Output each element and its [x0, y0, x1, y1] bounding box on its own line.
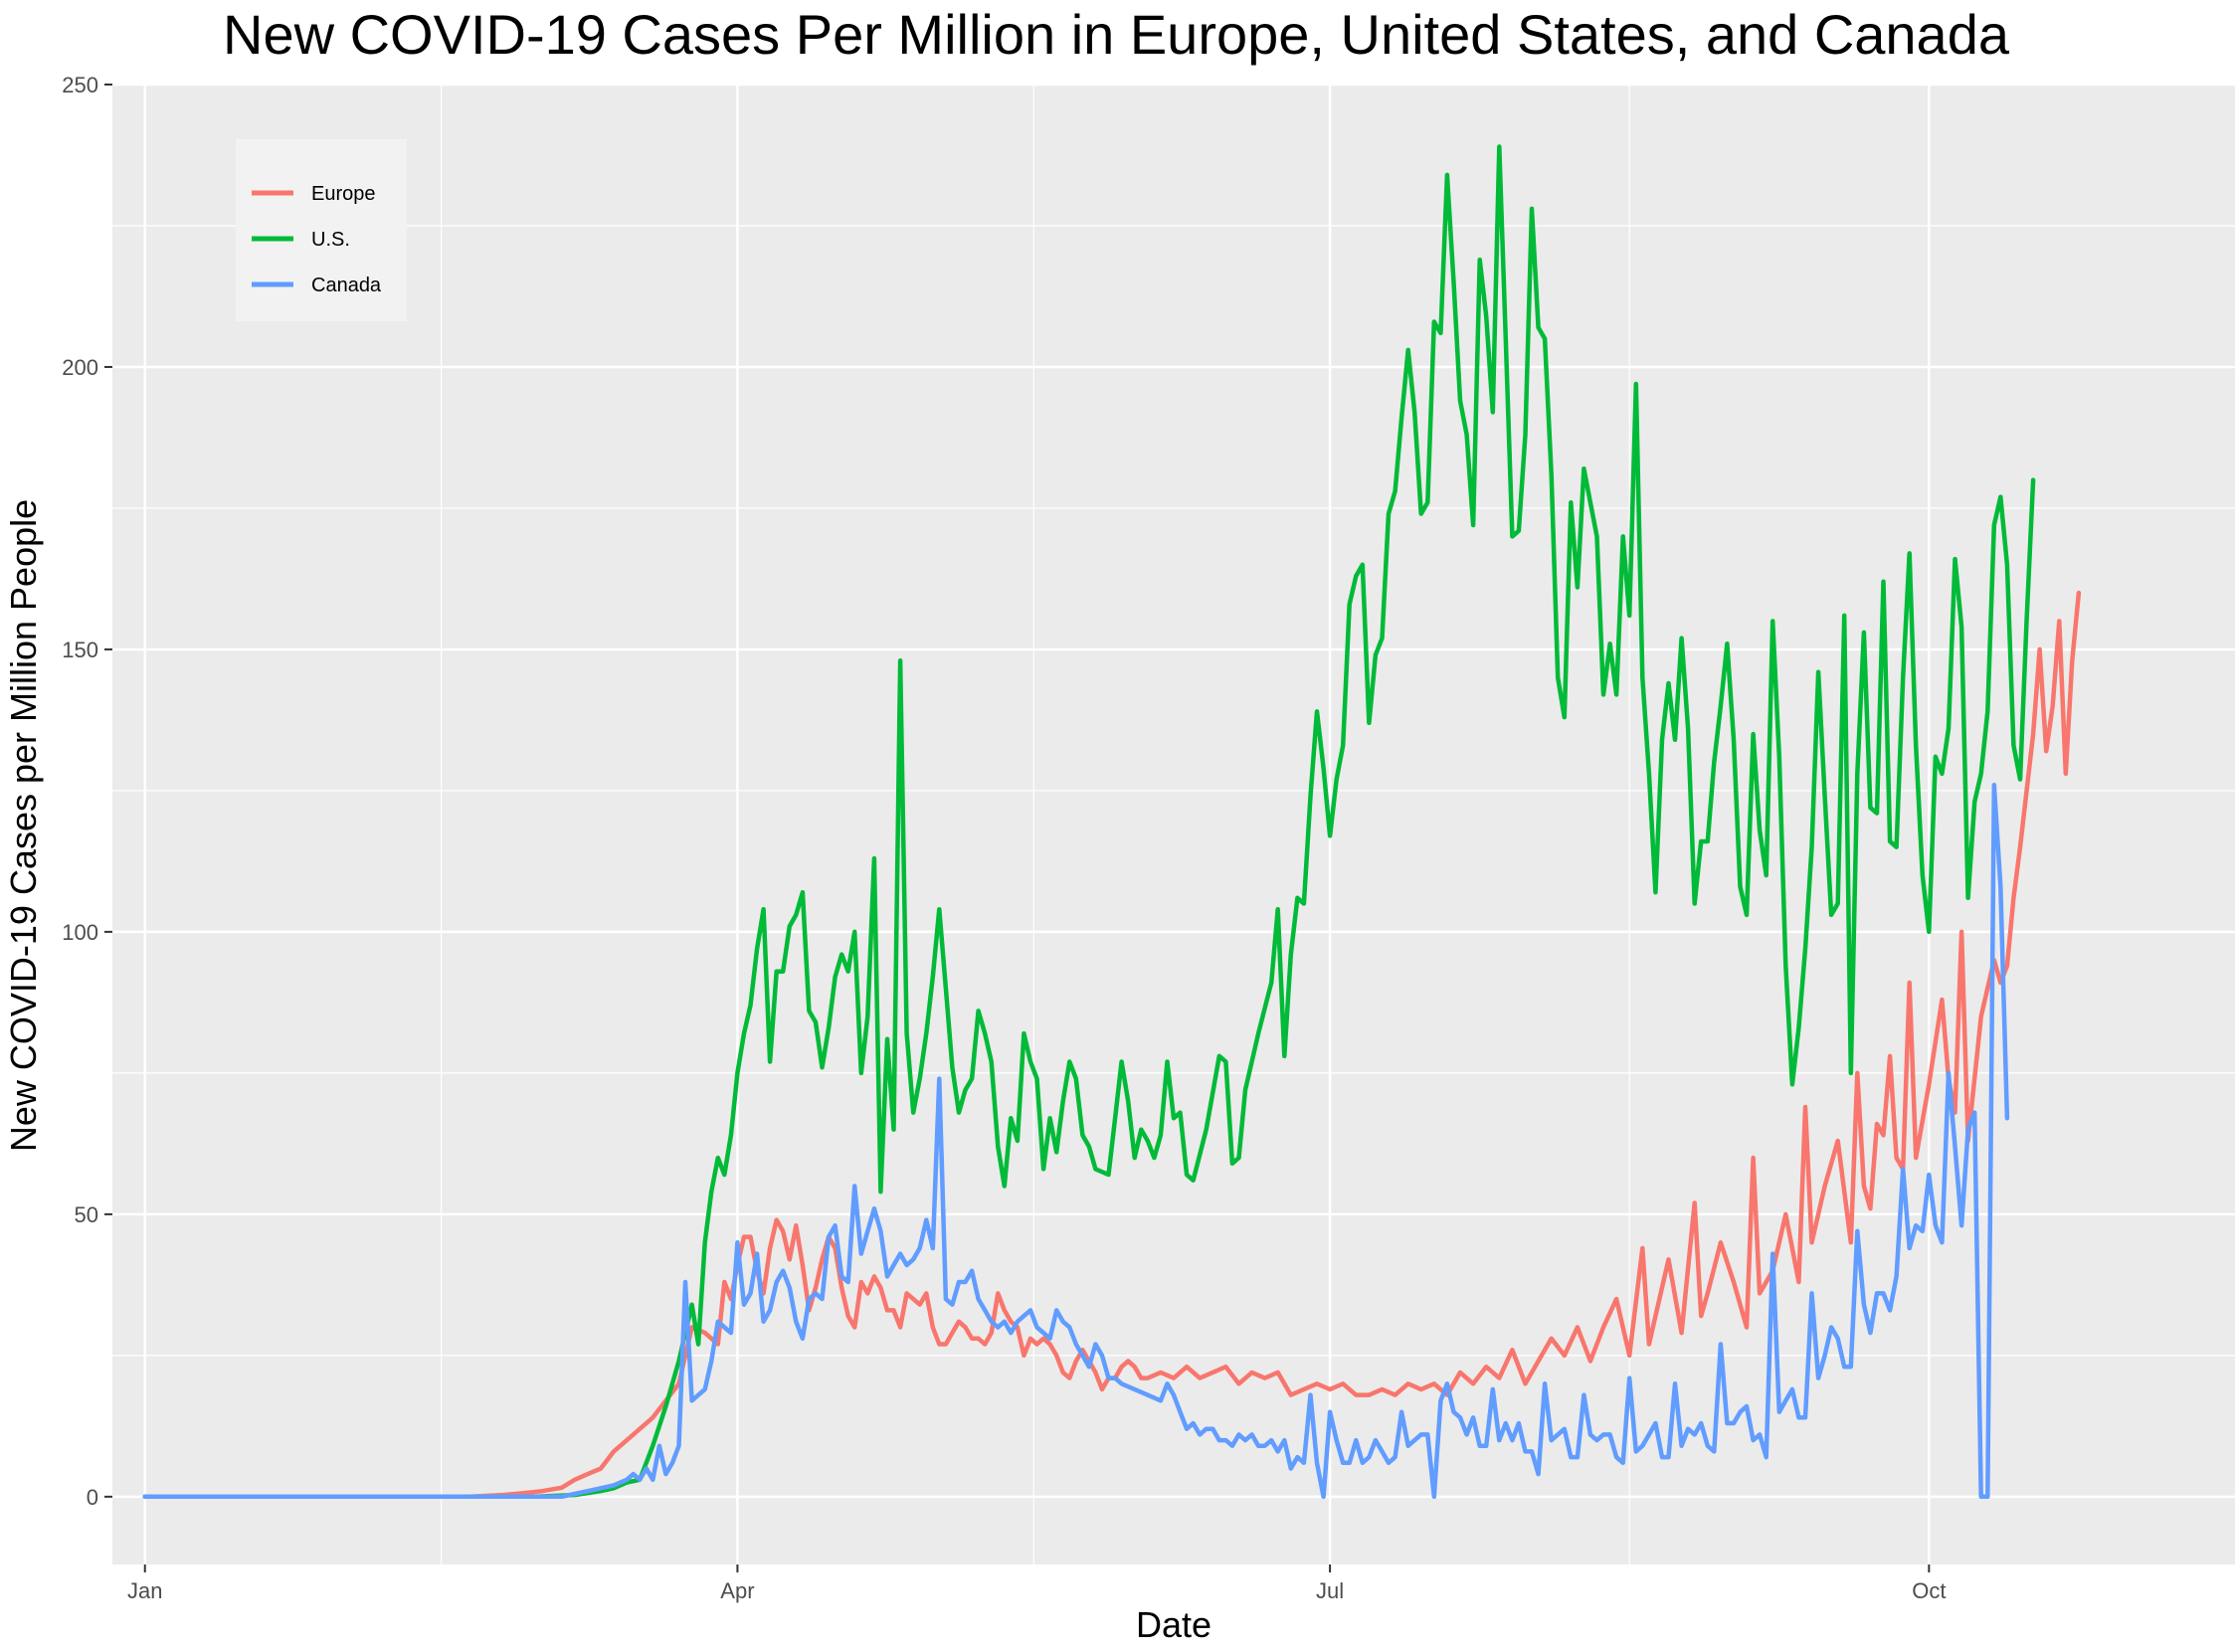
x-axis-title: Date: [1136, 1604, 1211, 1645]
y-axis-title: New COVID-19 Cases per Million People: [3, 499, 44, 1152]
series-line-europe: [142, 590, 2082, 1500]
series-line-canada: [142, 782, 2010, 1500]
series-lines: [142, 144, 2082, 1500]
x-tick-label: Apr: [720, 1578, 754, 1603]
legend: Europe U.S. Canada: [236, 139, 407, 321]
series-line-us: [142, 144, 2036, 1500]
plot-panel: [112, 85, 2235, 1564]
x-tick-label: Jan: [127, 1578, 162, 1603]
y-tick-label: 250: [62, 73, 98, 97]
y-axis: 0 50 100 150 200 250: [62, 73, 112, 1510]
chart-title: New COVID-19 Cases Per Million in Europe…: [223, 3, 2010, 66]
legend-label-europe: Europe: [311, 183, 376, 205]
y-tick-label: 50: [75, 1202, 98, 1227]
minor-gridlines: [112, 85, 2235, 1564]
x-axis: Jan Apr Jul Oct: [127, 1564, 1946, 1603]
y-tick-label: 0: [87, 1485, 98, 1510]
legend-box: [236, 139, 407, 321]
x-tick-label: Jul: [1316, 1578, 1344, 1603]
legend-label-canada: Canada: [311, 275, 382, 296]
y-tick-label: 200: [62, 355, 98, 380]
y-tick-label: 100: [62, 920, 98, 945]
x-tick-label: Oct: [1912, 1578, 1946, 1603]
legend-label-us: U.S.: [311, 229, 350, 251]
y-tick-label: 150: [62, 638, 98, 662]
